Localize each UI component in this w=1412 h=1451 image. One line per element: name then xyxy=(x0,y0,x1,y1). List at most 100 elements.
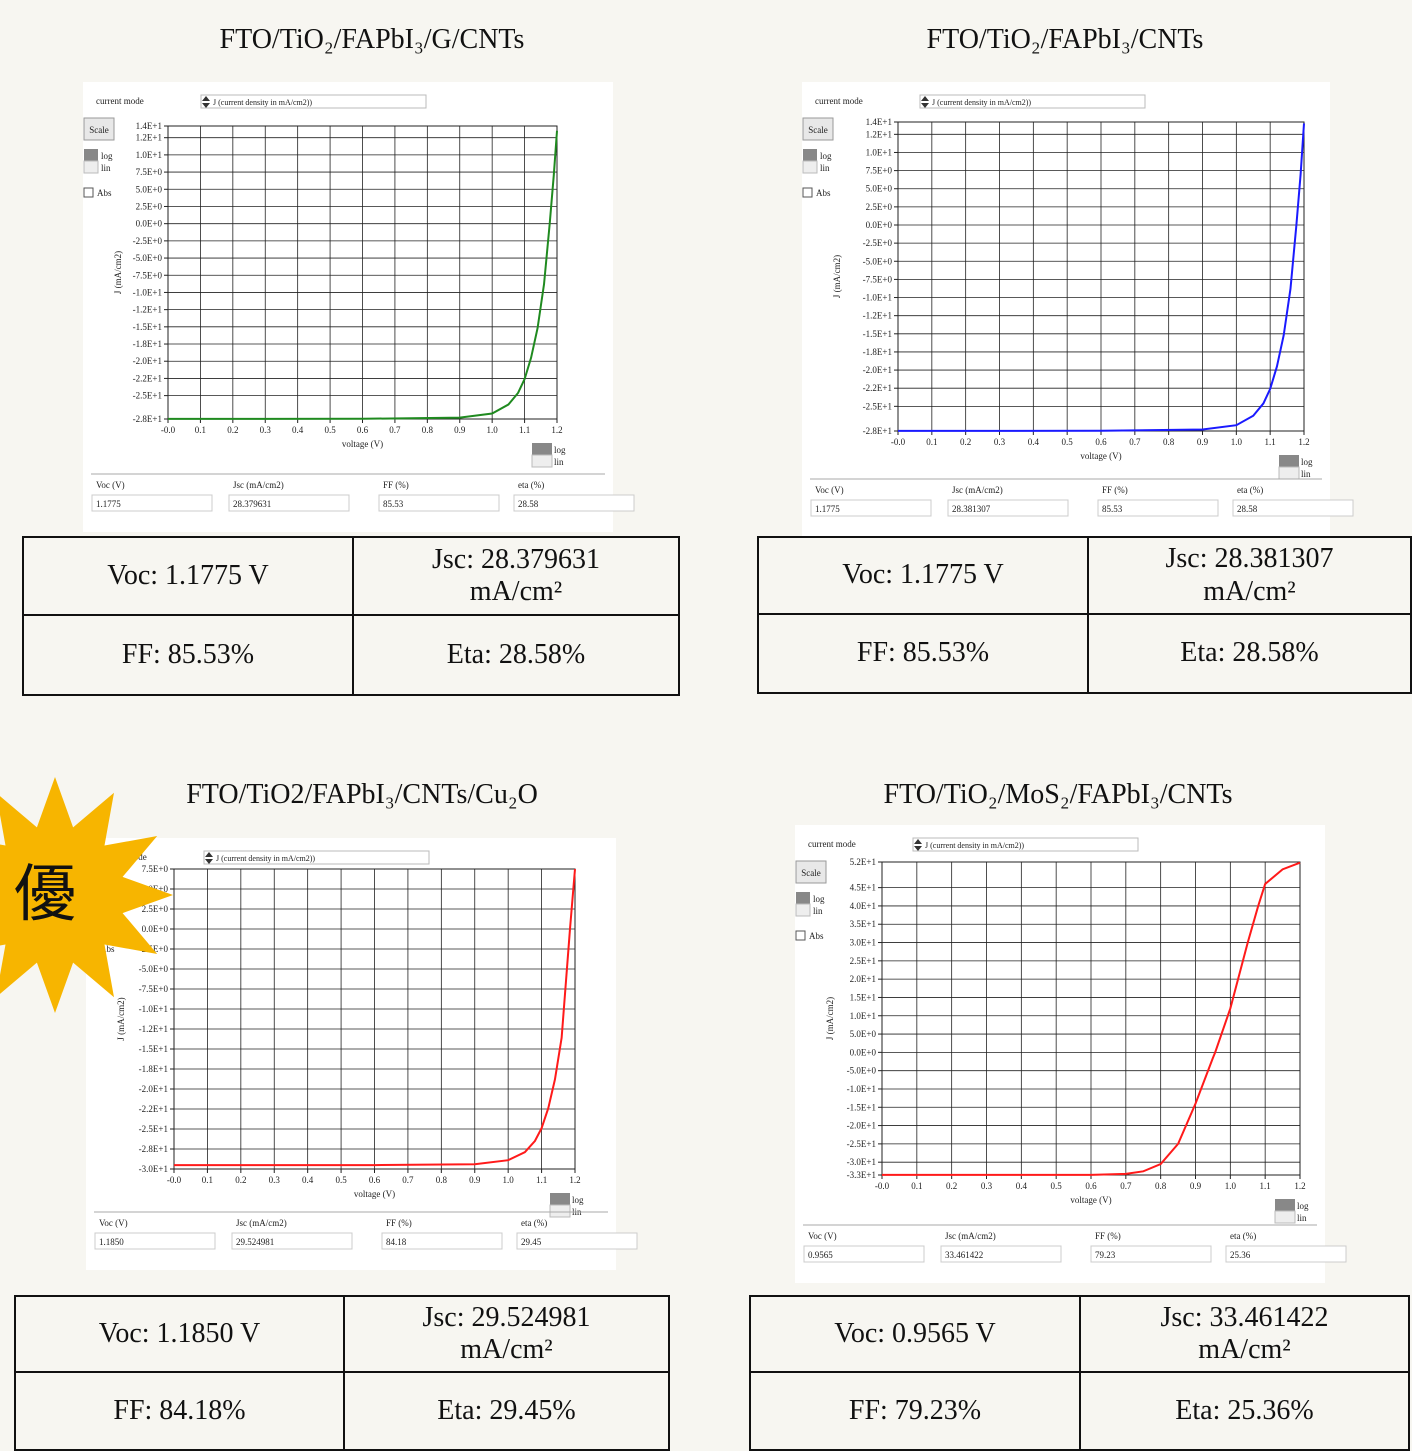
y-tick-label: -1.5E+1 xyxy=(133,322,162,332)
charts: current mode J (current density in mA/cm2… xyxy=(0,0,1412,1451)
y-tick-label: -2.5E+1 xyxy=(139,1124,168,1134)
badge-text: 優 xyxy=(14,861,76,929)
x-tick-label: 0.5 xyxy=(1062,437,1074,447)
x-tick-label: 1.1 xyxy=(519,425,530,435)
table-cell: Voc: 1.1775 V xyxy=(24,538,354,616)
x-tick-label: 1.0 xyxy=(487,425,499,435)
table-cell: Eta: 29.45% xyxy=(345,1373,668,1449)
result-table: Voc: 0.9565 VJsc: 33.461422 mA/cm²FF: 79… xyxy=(749,1295,1410,1451)
log-label: log xyxy=(813,894,825,904)
x-tick-label: 1.2 xyxy=(1294,1181,1305,1191)
y-tick-label: -2.5E+0 xyxy=(863,238,893,248)
x-tick-label: 0.5 xyxy=(324,425,336,435)
lin-label: lin xyxy=(813,906,823,916)
log-label: log xyxy=(1297,1201,1309,1211)
field-label: eta (%) xyxy=(1230,1231,1256,1241)
mode-label: current mode xyxy=(808,839,856,849)
y-tick-label: -5.0E+0 xyxy=(139,964,169,974)
x-tick-label: 1.0 xyxy=(1225,1181,1237,1191)
y-tick-label: -7.5E+0 xyxy=(133,270,163,280)
x-tick-label: 0.2 xyxy=(227,425,238,435)
y-tick-label: 5.2E+1 xyxy=(850,857,876,867)
y-tick-label: -2.8E+1 xyxy=(139,1144,168,1154)
abs-label: Abs xyxy=(809,931,824,941)
y-tick-label: 0.0E+0 xyxy=(850,1047,877,1057)
y-tick-label: 1.0E+1 xyxy=(866,147,892,157)
x-tick-label: -0.0 xyxy=(875,1181,890,1191)
x-tick-label: 0.1 xyxy=(195,425,206,435)
y-tick-label: -2.8E+1 xyxy=(133,414,162,424)
log-toggle xyxy=(84,149,98,161)
field-value: 28.381307 xyxy=(952,504,991,514)
log-toggle xyxy=(1275,1199,1295,1211)
y-tick-label: -2.2E+1 xyxy=(863,383,892,393)
field-label: Voc (V) xyxy=(815,485,844,495)
x-tick-label: -0.0 xyxy=(891,437,906,447)
y-tick-label: -1.2E+1 xyxy=(863,311,892,321)
abs-checkbox[interactable] xyxy=(803,188,812,197)
field-value: 85.53 xyxy=(1102,504,1123,514)
lin-toggle xyxy=(1275,1211,1295,1223)
y-tick-label: 1.4E+1 xyxy=(866,117,892,127)
x-tick-label: 0.7 xyxy=(1120,1181,1132,1191)
field-label: Jsc (mA/cm2) xyxy=(945,1231,996,1241)
y-tick-label: -1.2E+1 xyxy=(133,305,162,315)
table-cell: FF: 85.53% xyxy=(24,616,354,694)
abs-checkbox[interactable] xyxy=(796,931,805,940)
x-tick-label: 0.1 xyxy=(202,1175,213,1185)
table-cell: FF: 79.23% xyxy=(751,1373,1081,1449)
field-label: Voc (V) xyxy=(808,1231,837,1241)
x-tick-label: 1.1 xyxy=(536,1175,547,1185)
lin-label: lin xyxy=(1297,1213,1307,1223)
table-cell: FF: 84.18% xyxy=(16,1373,345,1449)
field-value: 29.524981 xyxy=(236,1237,274,1247)
log-toggle xyxy=(796,892,810,904)
x-tick-label: 0.9 xyxy=(454,425,466,435)
field-value: 25.36 xyxy=(1230,1250,1251,1260)
y-tick-label: 2.5E+0 xyxy=(866,202,893,212)
x-tick-label: 0.8 xyxy=(1163,437,1175,447)
x-tick-label: 0.4 xyxy=(302,1175,314,1185)
log-toggle xyxy=(803,149,817,161)
panel-title: FTO/TiO₂/FAPbI₃/G/CNTs xyxy=(220,24,525,56)
abs-label: Abs xyxy=(816,188,831,198)
mode-label: current mode xyxy=(815,96,863,106)
field-value: 29.45 xyxy=(521,1237,542,1247)
page: current mode J (current density in mA/cm2… xyxy=(0,0,1412,1451)
scale-label: Scale xyxy=(801,868,821,878)
y-tick-label: 1.0E+1 xyxy=(136,150,162,160)
y-tick-label: -1.8E+1 xyxy=(139,1064,168,1074)
table-cell: Jsc: 28.381307 mA/cm² xyxy=(1089,538,1410,615)
x-tick-label: 0.3 xyxy=(994,437,1006,447)
x-tick-label: 0.8 xyxy=(436,1175,448,1185)
y-tick-label: -2.5E+0 xyxy=(133,236,163,246)
x-tick-label: 0.5 xyxy=(1051,1181,1063,1191)
y-tick-label: -5.0E+0 xyxy=(863,256,893,266)
field-value: 1.1850 xyxy=(99,1237,124,1247)
x-tick-label: 0.2 xyxy=(235,1175,246,1185)
y-tick-label: -2.5E+1 xyxy=(847,1139,876,1149)
field-label: Jsc (mA/cm2) xyxy=(952,485,1003,495)
y-axis-label: J (mA/cm2) xyxy=(113,251,123,294)
y-tick-label: -2.5E+1 xyxy=(863,401,892,411)
x-tick-label: 0.9 xyxy=(1190,1181,1202,1191)
abs-label: Abs xyxy=(97,188,112,198)
y-tick-label: -2.8E+1 xyxy=(863,426,892,436)
mode-value: J (current density in mA/cm2)) xyxy=(925,841,1024,850)
y-tick-label: 3.5E+1 xyxy=(850,919,876,929)
x-tick-label: 0.6 xyxy=(357,425,369,435)
field-label: Voc (V) xyxy=(99,1218,128,1228)
y-tick-label: -2.2E+1 xyxy=(139,1104,168,1114)
x-tick-label: -0.0 xyxy=(161,425,176,435)
table-cell: Jsc: 33.461422 mA/cm² xyxy=(1081,1297,1408,1373)
y-tick-label: 3.0E+1 xyxy=(850,938,876,948)
x-tick-label: 0.4 xyxy=(1016,1181,1028,1191)
mode-value: J (current density in mA/cm2)) xyxy=(213,98,312,107)
mode-label: current mode xyxy=(96,96,144,106)
lin-toggle xyxy=(532,455,552,467)
panel-title: FTO/TiO2/FAPbI₃/CNTs/Cu₂O xyxy=(186,779,538,811)
table-cell: Voc: 1.1775 V xyxy=(759,538,1089,615)
x-tick-label: 0.8 xyxy=(1155,1181,1167,1191)
abs-checkbox[interactable] xyxy=(84,188,93,197)
